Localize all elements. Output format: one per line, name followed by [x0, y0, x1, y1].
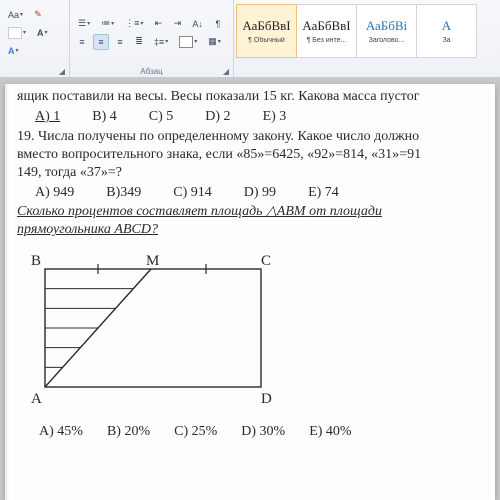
align-left-button[interactable]: ≡	[74, 34, 90, 50]
q19-line2: вместо вопросительного знака, если «85»=…	[17, 146, 493, 164]
q18-tail: ящик поставили на весы. Весы показали 15…	[17, 88, 493, 106]
group-label: Абзац	[70, 67, 233, 76]
geometry-svg: B M C A D	[21, 249, 281, 413]
answer-c: C) 5	[149, 108, 174, 126]
bullets-button[interactable]: ☰▾	[74, 16, 94, 32]
answer-a: A) 45%	[39, 423, 83, 441]
answer-a: A) 949	[35, 184, 74, 202]
clear-formatting-button[interactable]: ✎	[30, 7, 46, 23]
increase-indent-button[interactable]: ⇥	[169, 16, 185, 32]
answer-d: D) 30%	[241, 423, 285, 441]
page: ящик поставили на весы. Весы показали 15…	[5, 84, 495, 500]
ribbon-group-styles: АаБбВвІ¶ ОбычныйАаБбВвІ¶ Без инте...АаБб…	[234, 0, 500, 77]
answer-b: B)349	[106, 184, 141, 202]
decrease-indent-button[interactable]: ⇤	[150, 16, 166, 32]
svg-text:C: C	[261, 253, 271, 269]
line-spacing-button[interactable]: ‡≡▾	[150, 34, 172, 50]
text-effects-button[interactable]: A▾	[4, 43, 23, 59]
svg-text:A: A	[31, 391, 42, 407]
answer-a: A) 1	[35, 108, 60, 126]
styles-gallery[interactable]: АаБбВвІ¶ ОбычныйАаБбВвІ¶ Без инте...АаБб…	[236, 2, 500, 58]
align-right-button[interactable]: ≡	[112, 34, 128, 50]
sort-button[interactable]: A↓	[188, 16, 207, 32]
q18-answers: A) 1 B) 4 C) 5 D) 2 E) 3	[35, 108, 493, 126]
ribbon-group-paragraph: ☰▾ ≔▾ ⋮≡▾ ⇤ ⇥ A↓ ¶ ≡ ≡ ≡ ≣ ‡≡▾ ▾ ▦▾ Абза…	[70, 0, 234, 77]
multilevel-button[interactable]: ⋮≡▾	[121, 16, 147, 32]
answer-c: C) 25%	[174, 423, 217, 441]
answer-e: E) 3	[263, 108, 287, 126]
align-center-button[interactable]: ≡	[93, 34, 109, 50]
font-color-button[interactable]: A▾	[33, 25, 52, 41]
answer-c: C) 914	[173, 184, 212, 202]
style-item[interactable]: АЗа	[416, 4, 477, 58]
svg-text:B: B	[31, 253, 41, 269]
answer-b: B) 20%	[107, 423, 150, 441]
ribbon-group-font: Aa▾ ✎ ▾ A▾ A▾ ◢	[0, 0, 70, 77]
q20-answers: A) 45% B) 20% C) 25% D) 30% E) 40%	[39, 423, 493, 441]
answer-e: E) 40%	[309, 423, 351, 441]
numbering-button[interactable]: ≔▾	[97, 16, 118, 32]
geometry-figure: B M C A D	[21, 249, 493, 413]
shading-button[interactable]: ▾	[175, 34, 201, 50]
q19-answers: A) 949 B)349 C) 914 D) 99 E) 74	[35, 184, 493, 202]
q19-line1: 19. Числа получены по определенному зако…	[17, 128, 493, 146]
highlight-button[interactable]: ▾	[4, 25, 30, 41]
style-item[interactable]: АаБбВвІ¶ Без инте...	[296, 4, 357, 58]
svg-text:M: M	[146, 253, 159, 269]
style-item[interactable]: АаБбВіЗаголово...	[356, 4, 417, 58]
paragraph-dialog-launcher[interactable]: ◢	[221, 66, 231, 76]
answer-d: D) 99	[244, 184, 276, 202]
answer-b: B) 4	[92, 108, 117, 126]
answer-d: D) 2	[205, 108, 230, 126]
show-marks-button[interactable]: ¶	[210, 16, 226, 32]
ribbon: Aa▾ ✎ ▾ A▾ A▾ ◢ ☰▾ ≔▾ ⋮≡▾ ⇤ ⇥ A↓ ¶	[0, 0, 500, 78]
font-dialog-launcher[interactable]: ◢	[57, 66, 67, 76]
q20-line2: прямоугольника ABCD?	[17, 221, 493, 239]
change-case-button[interactable]: Aa▾	[4, 7, 27, 23]
q20-line1: Сколько процентов составляет площадь △AB…	[17, 203, 493, 221]
justify-button[interactable]: ≣	[131, 34, 147, 50]
q19-line3: 149, тогда «37»=?	[17, 164, 493, 182]
svg-text:D: D	[261, 391, 272, 407]
style-item[interactable]: АаБбВвІ¶ Обычный	[236, 4, 297, 58]
borders-button[interactable]: ▦▾	[204, 34, 225, 50]
answer-e: E) 74	[308, 184, 339, 202]
document-area: ящик поставили на весы. Весы показали 15…	[0, 78, 500, 500]
